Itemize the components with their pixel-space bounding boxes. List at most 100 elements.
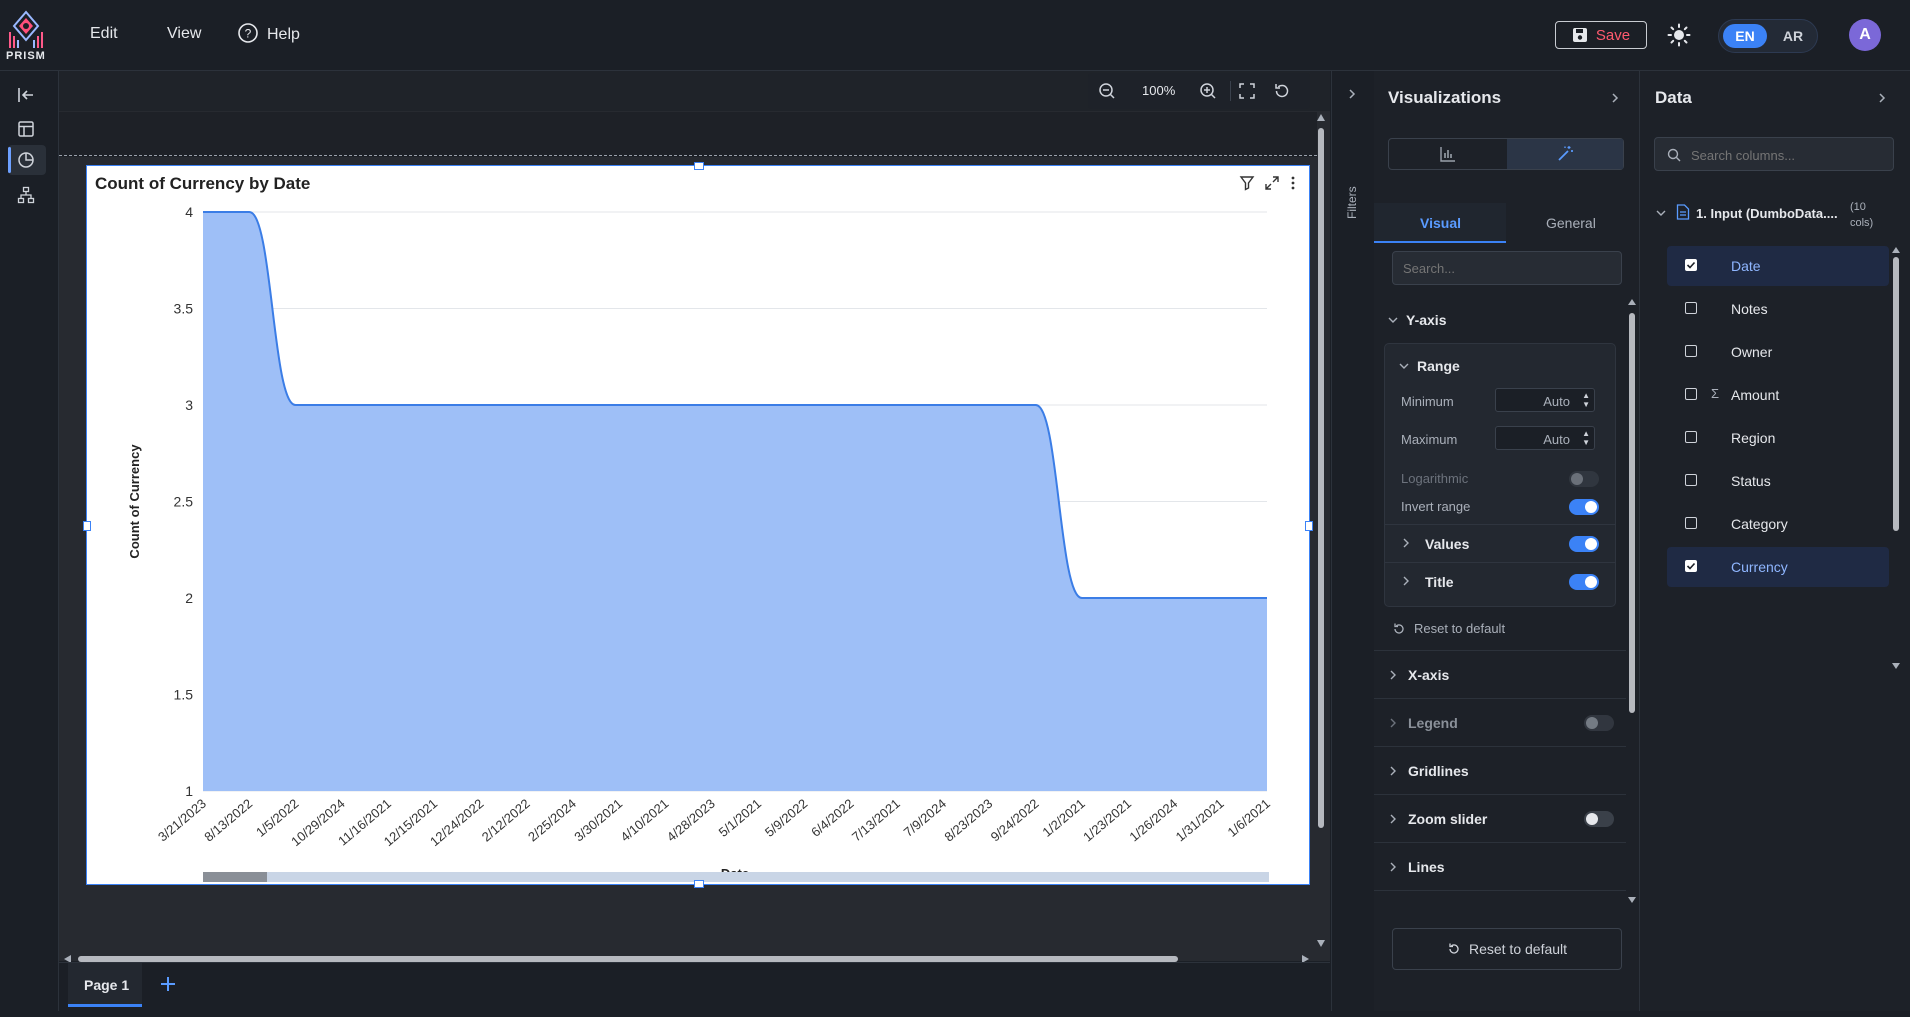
layout-button[interactable] bbox=[14, 117, 38, 141]
column-item-region[interactable]: Region bbox=[1667, 418, 1889, 458]
values-subsection[interactable]: Values bbox=[1385, 524, 1615, 561]
column-checkbox[interactable] bbox=[1685, 517, 1697, 529]
chart-zoom-slider[interactable] bbox=[203, 872, 1269, 882]
chart-zoom-slider-handle[interactable] bbox=[203, 872, 267, 882]
menu-help[interactable]: ? Help bbox=[237, 23, 300, 44]
gridlines-section[interactable]: Gridlines bbox=[1374, 746, 1626, 795]
legend-toggle[interactable] bbox=[1584, 715, 1614, 731]
lang-ar-button[interactable]: AR bbox=[1782, 28, 1804, 44]
fit-screen-button[interactable] bbox=[1238, 82, 1256, 103]
scroll-down-arrow[interactable] bbox=[1317, 940, 1325, 947]
filters-expand-icon[interactable] bbox=[1346, 87, 1358, 103]
column-checkbox[interactable] bbox=[1685, 259, 1697, 271]
zoom-slider-toggle[interactable] bbox=[1584, 811, 1614, 827]
column-checkbox[interactable] bbox=[1685, 431, 1697, 443]
general-tab[interactable]: General bbox=[1506, 203, 1639, 243]
canvas-horizontal-scrollbar[interactable] bbox=[62, 954, 1312, 964]
resize-handle-bottom[interactable] bbox=[694, 880, 704, 888]
column-checkbox[interactable] bbox=[1685, 302, 1697, 314]
theme-toggle[interactable] bbox=[1667, 23, 1691, 50]
lang-en-button[interactable]: EN bbox=[1723, 24, 1767, 48]
collapse-data-icon[interactable] bbox=[1876, 91, 1888, 107]
collapse-rail-button[interactable] bbox=[14, 83, 38, 107]
scroll-right-arrow[interactable] bbox=[1302, 955, 1309, 963]
column-item-category[interactable]: Category bbox=[1667, 504, 1889, 544]
column-checkbox[interactable] bbox=[1685, 560, 1697, 572]
column-name: Category bbox=[1731, 516, 1788, 532]
filters-pane[interactable]: Filters bbox=[1331, 71, 1375, 1011]
xaxis-section[interactable]: X-axis bbox=[1374, 650, 1626, 699]
minimum-input[interactable]: Auto ▲ ▼ bbox=[1495, 388, 1595, 412]
canvas-vertical-thumb[interactable] bbox=[1318, 128, 1324, 828]
column-checkbox[interactable] bbox=[1685, 474, 1697, 486]
data-search-input[interactable] bbox=[1689, 142, 1889, 168]
collapse-visualizations-icon[interactable] bbox=[1609, 91, 1621, 107]
format-reset-button[interactable]: Reset to default bbox=[1392, 928, 1622, 970]
resize-handle-top[interactable] bbox=[694, 162, 704, 170]
y-tick-label: 2.5 bbox=[174, 494, 194, 510]
column-item-date[interactable]: Date bbox=[1667, 246, 1889, 286]
format-search-input[interactable] bbox=[1392, 251, 1622, 285]
chart-types-tab[interactable] bbox=[1389, 139, 1507, 169]
format-tab[interactable] bbox=[1507, 139, 1623, 169]
visual-tab[interactable]: Visual bbox=[1374, 203, 1506, 243]
resize-handle-left[interactable] bbox=[83, 521, 91, 531]
invert-range-toggle[interactable] bbox=[1569, 499, 1599, 515]
lines-section[interactable]: Lines bbox=[1374, 842, 1626, 891]
data-search-box[interactable] bbox=[1654, 137, 1894, 171]
zoom-in-button[interactable] bbox=[1199, 82, 1217, 103]
title-subsection[interactable]: Title bbox=[1385, 562, 1615, 599]
reset-zoom-button[interactable] bbox=[1273, 82, 1291, 103]
model-button[interactable] bbox=[14, 183, 38, 207]
dataset-header[interactable]: 1. Input (DumboData.... (10 cols) bbox=[1654, 199, 1894, 235]
visualizations-button[interactable] bbox=[14, 148, 38, 172]
minimum-stepper[interactable]: ▲ ▼ bbox=[1582, 391, 1590, 409]
column-checkbox[interactable] bbox=[1685, 388, 1697, 400]
column-item-owner[interactable]: Owner bbox=[1667, 332, 1889, 372]
legend-section[interactable]: Legend bbox=[1374, 698, 1626, 747]
menu-view[interactable]: View bbox=[167, 25, 202, 42]
data-scroll-thumb[interactable] bbox=[1893, 257, 1899, 531]
maximum-input[interactable]: Auto ▲ ▼ bbox=[1495, 426, 1595, 450]
zoom-out-button[interactable] bbox=[1098, 82, 1116, 103]
invert-range-label: Invert range bbox=[1401, 499, 1471, 514]
zoom-slider-section[interactable]: Zoom slider bbox=[1374, 794, 1626, 843]
avatar[interactable]: A bbox=[1849, 19, 1881, 51]
yaxis-section-header[interactable]: Y-axis bbox=[1388, 312, 1446, 328]
scroll-up-arrow[interactable] bbox=[1317, 114, 1325, 121]
canvas-horizontal-thumb[interactable] bbox=[78, 956, 1178, 962]
range-header[interactable]: Range bbox=[1399, 358, 1460, 374]
app-logo[interactable]: PRISM bbox=[4, 8, 48, 62]
title-toggle[interactable] bbox=[1569, 574, 1599, 590]
column-item-notes[interactable]: Notes bbox=[1667, 289, 1889, 329]
chart-filter-button[interactable] bbox=[1239, 175, 1255, 194]
data-scrollbar[interactable] bbox=[1892, 247, 1900, 671]
data-scroll-down[interactable] bbox=[1892, 663, 1900, 669]
x-tick-label: 4/28/2023 bbox=[664, 796, 718, 845]
chart-visual[interactable]: Count of Currency by Date 4 3.5 3 2.5 2 1.5 1 3… bbox=[83, 162, 1313, 888]
yaxis-reset-button[interactable]: Reset to default bbox=[1392, 621, 1505, 636]
page-tab-1[interactable]: Page 1 bbox=[68, 963, 142, 1007]
data-scroll-up[interactable] bbox=[1892, 247, 1900, 253]
chart-expand-button[interactable] bbox=[1264, 175, 1280, 194]
resize-handle-right[interactable] bbox=[1305, 521, 1313, 531]
chart-more-button[interactable] bbox=[1289, 175, 1297, 194]
column-item-status[interactable]: Status bbox=[1667, 461, 1889, 501]
format-scroll-thumb[interactable] bbox=[1629, 313, 1635, 713]
column-item-currency[interactable]: Currency bbox=[1667, 547, 1889, 587]
menu-edit[interactable]: Edit bbox=[90, 25, 118, 42]
format-scrollbar[interactable] bbox=[1628, 299, 1636, 905]
format-scroll-up[interactable] bbox=[1628, 299, 1636, 305]
values-toggle[interactable] bbox=[1569, 536, 1599, 552]
logarithmic-label: Logarithmic bbox=[1401, 471, 1469, 486]
add-page-button[interactable] bbox=[157, 973, 179, 998]
column-checkbox[interactable] bbox=[1685, 345, 1697, 357]
column-item-amount[interactable]: Σ Amount bbox=[1667, 375, 1889, 415]
canvas-vertical-scrollbar[interactable] bbox=[1316, 114, 1326, 954]
logarithmic-toggle[interactable] bbox=[1569, 471, 1599, 487]
format-scroll-down[interactable] bbox=[1628, 897, 1636, 903]
visual-tab-label: Visual bbox=[1420, 215, 1461, 231]
maximum-stepper[interactable]: ▲ ▼ bbox=[1582, 429, 1590, 447]
save-button[interactable]: Save bbox=[1555, 21, 1647, 49]
scroll-left-arrow[interactable] bbox=[64, 955, 71, 963]
